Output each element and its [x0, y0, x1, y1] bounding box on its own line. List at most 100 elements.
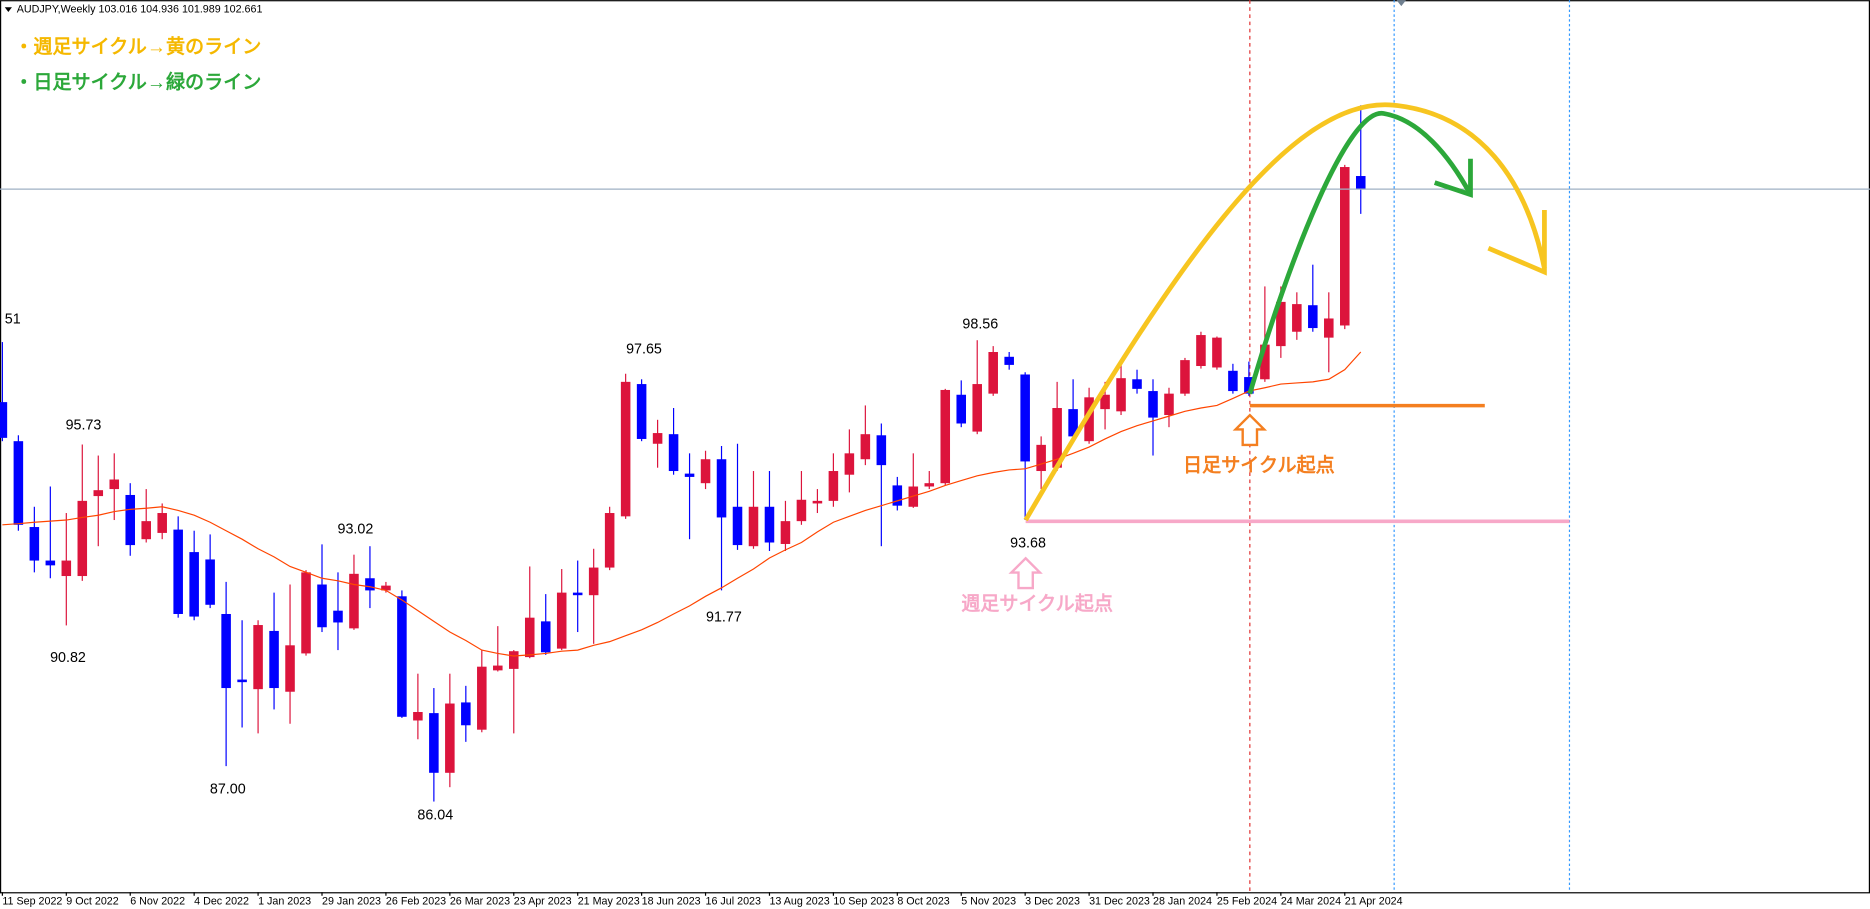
candle-body: [988, 352, 998, 394]
candle-body: [588, 567, 599, 596]
candle-body: [381, 585, 391, 591]
arrow-head: [1433, 158, 1473, 198]
candle-body: [397, 596, 407, 717]
candle-body: [1292, 304, 1302, 332]
x-tick-label: 26 Mar 2023: [450, 896, 510, 908]
candle-body: [1164, 393, 1174, 416]
up-arrow: [1008, 556, 1043, 590]
candle-body: [1004, 356, 1014, 365]
candle-body: [1355, 176, 1366, 190]
candle-body: [269, 630, 279, 689]
candle-body: [77, 500, 88, 577]
candle-body: [1308, 305, 1318, 329]
candle-body: [45, 560, 56, 566]
price-label: 93.68: [1010, 536, 1046, 552]
candle-body: [972, 384, 982, 432]
candle-body: [700, 459, 711, 484]
candle-body: [1116, 378, 1126, 412]
candle-body: [429, 713, 439, 773]
candle-body: [285, 645, 295, 692]
x-tick-label: 9 Oct 2022: [66, 896, 118, 908]
price-label: 97.65: [626, 341, 662, 357]
candle-body: [1084, 397, 1094, 442]
candle-body: [157, 513, 167, 533]
x-tick-label: 23 Apr 2023: [514, 896, 572, 908]
candle-body: [540, 621, 551, 653]
candle-body: [732, 506, 743, 546]
x-tick-label: 3 Dec 2023: [1025, 896, 1080, 908]
candle-body: [1020, 374, 1030, 462]
daily-cycle-curve: [1247, 111, 1473, 395]
candle-body: [61, 560, 72, 577]
x-tick-label: 21 May 2023: [578, 896, 640, 908]
candle-body: [716, 459, 727, 518]
candle-body: [221, 613, 231, 689]
x-tick-label: 31 Dec 2023: [1089, 896, 1150, 908]
x-tick-label: 24 Mar 2024: [1281, 896, 1341, 908]
candle-body: [764, 506, 775, 543]
candle-body: [13, 441, 24, 525]
candle-body: [125, 494, 136, 546]
x-tick-label: 8 Oct 2023: [897, 896, 949, 908]
candle-body: [860, 434, 871, 460]
legend-note: ・週足サイクル→黄のライン: [14, 35, 261, 58]
price-label: 91.77: [706, 610, 742, 626]
candle-body: [1276, 301, 1286, 347]
candle-body: [796, 499, 807, 522]
weekly-cycle-curve: [1023, 102, 1547, 522]
candle-body: [604, 513, 615, 568]
candle-body: [924, 483, 935, 487]
price-label: 93.02: [338, 521, 374, 537]
x-tick-label: 10 Sep 2023: [833, 896, 894, 908]
candle-body: [93, 490, 104, 497]
x-tick-label: 28 Jan 2024: [1153, 896, 1212, 908]
candle-body: [1196, 335, 1206, 367]
candle-body: [445, 703, 455, 773]
x-tick-label: 11 Sep 2022: [2, 896, 62, 908]
candle-body: [1260, 344, 1270, 380]
candle-body: [524, 617, 535, 658]
candle-body: [892, 485, 903, 506]
candle-body: [572, 592, 583, 596]
candle-body: [173, 529, 183, 614]
candle-body: [1340, 167, 1350, 326]
x-tick-label: 16 Jul 2023: [706, 896, 761, 908]
candle-body: [652, 433, 663, 444]
x-tick-label: 21 Apr 2024: [1345, 896, 1403, 908]
x-tick-label: 29 Jan 2023: [322, 896, 381, 908]
x-tick-label: 5 Nov 2023: [961, 896, 1016, 908]
annotation: 週足サイクル起点: [961, 593, 1113, 615]
candle-body: [1180, 360, 1190, 394]
header: AUDJPY,Weekly 103.016 104.936 101.989 10…: [17, 3, 263, 15]
x-tick-label: 18 Jun 2023: [642, 896, 701, 908]
candle-body: [29, 527, 40, 561]
candle-body: [1052, 408, 1062, 468]
candle-body: [1148, 391, 1158, 418]
candle-body: [620, 381, 631, 517]
price-label: 95.73: [66, 418, 102, 434]
candle-body: [876, 435, 887, 466]
price-label: 98.56: [962, 316, 998, 332]
moving-average: [2, 351, 1362, 657]
candle-body: [828, 471, 839, 501]
candle-body: [461, 702, 471, 726]
candle-body: [780, 521, 791, 544]
x-tick-label: 4 Dec 2022: [194, 896, 249, 908]
x-tick-label: 25 Feb 2024: [1217, 896, 1277, 908]
x-tick-label: 1 Jan 2023: [258, 896, 311, 908]
candle-body: [0, 402, 8, 438]
x-tick-label: 26 Feb 2023: [386, 896, 446, 908]
x-tick-label: 13 Aug 2023: [769, 896, 829, 908]
candle-body: [1228, 370, 1238, 392]
candle-body: [1244, 377, 1254, 394]
candle-body: [253, 625, 263, 690]
candle-body: [940, 389, 951, 484]
candle-body: [1132, 379, 1142, 389]
candle-body: [365, 578, 375, 591]
candle-body: [189, 552, 199, 617]
arrow-head: [1487, 210, 1547, 276]
candle-body: [237, 679, 247, 683]
candle-body: [844, 453, 855, 475]
